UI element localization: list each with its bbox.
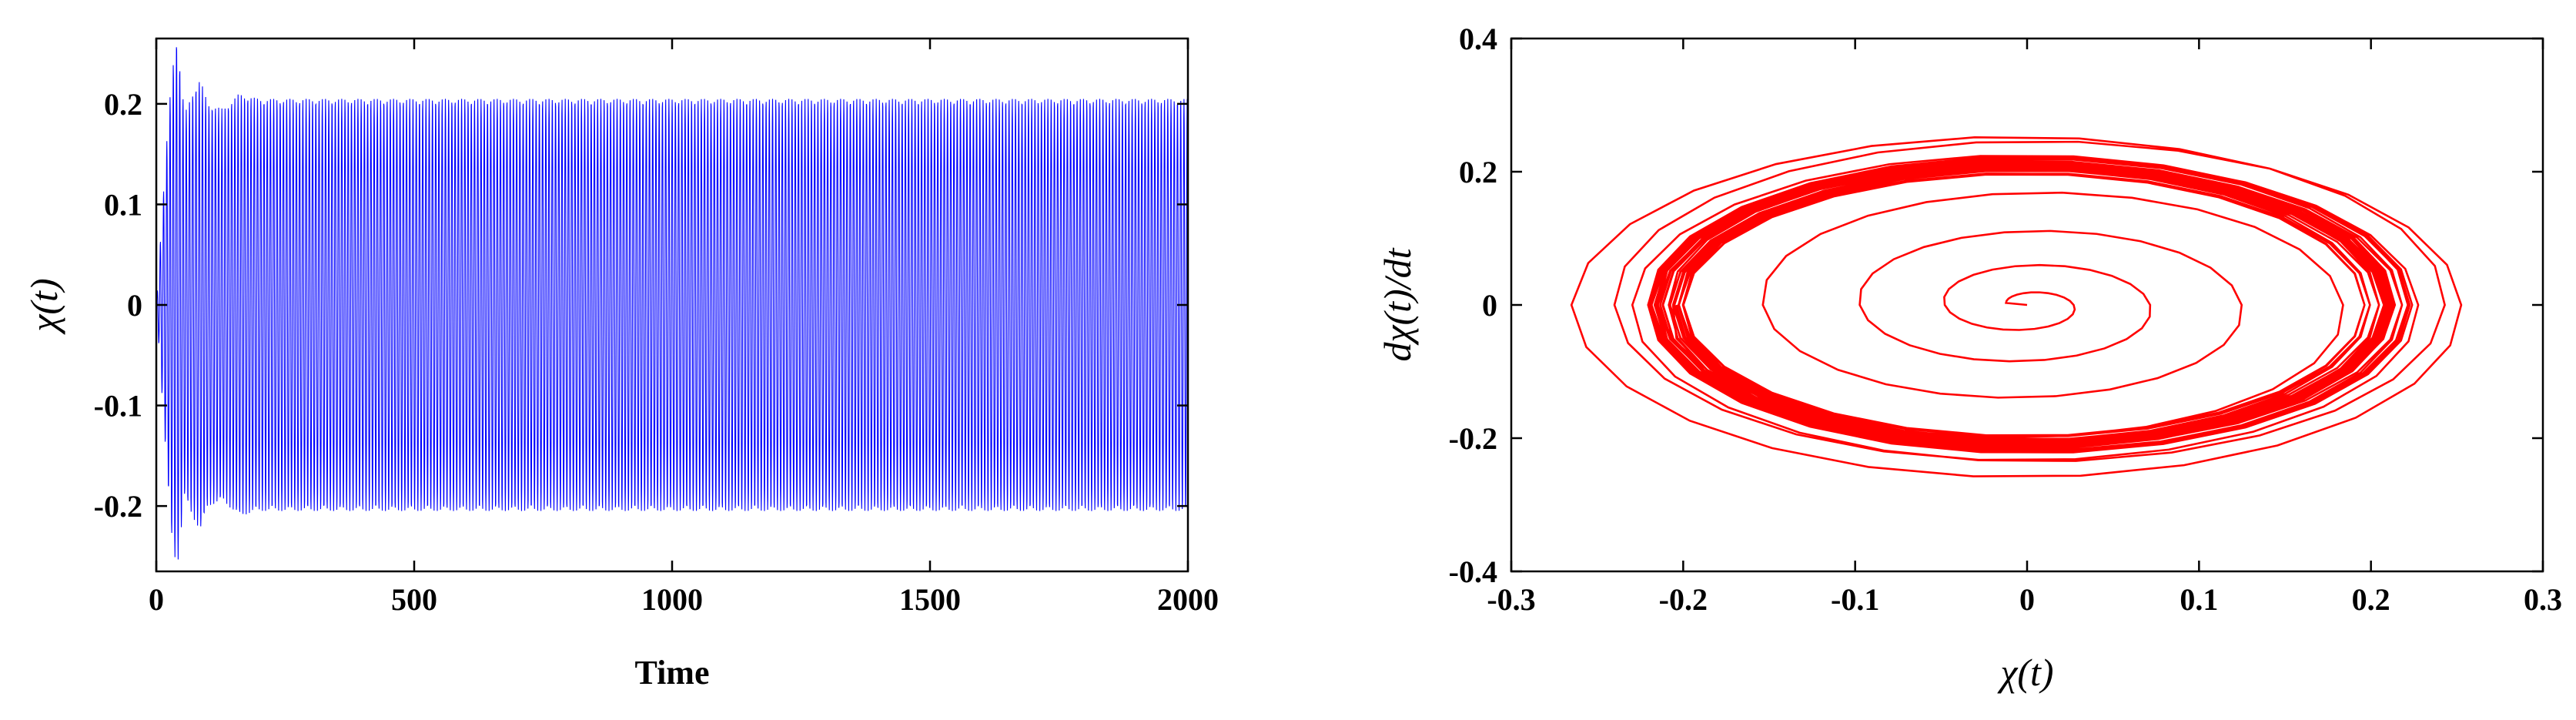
- time-series-x-tick-label: 1500: [899, 582, 961, 617]
- time-series-x-tick-label: 0: [149, 582, 164, 617]
- phase-portrait-x-tick-label: -0.1: [1831, 582, 1879, 617]
- phase-portrait-x-tick-label: -0.3: [1487, 582, 1535, 617]
- phase-portrait-x-tick-label: 0: [2019, 582, 2035, 617]
- phase-portrait-x-tick-label: -0.2: [1659, 582, 1708, 617]
- time-series-y-tick-label: -0.2: [94, 489, 142, 524]
- phase-portrait-y-ticks: -0.4 -0.2 0 0.2 0.4: [1449, 22, 2543, 589]
- phase-portrait-y-tick-label: 0.2: [1459, 155, 1497, 189]
- time-series-y-tick-label: 0: [127, 288, 142, 323]
- time-series-y-tick-label: 0.2: [104, 87, 142, 122]
- phase-portrait-y-axis-label: dχ(t)/dt: [1376, 247, 1419, 361]
- time-series-y-ticks: -0.2 -0.1 0 0.1 0.2: [94, 87, 1188, 524]
- time-series-x-ticks: 0 500 1000 1500 2000: [149, 39, 1219, 617]
- phase-portrait-y-tick-label: -0.4: [1449, 554, 1497, 589]
- time-series-x-axis-label: Time: [635, 654, 710, 692]
- time-series-y-tick-label: -0.1: [94, 389, 142, 424]
- time-series-x-tick-label: 500: [391, 582, 437, 617]
- phase-portrait-x-ticks: -0.3 -0.2 -0.1 0 0.1 0.2 0.3: [1487, 39, 2562, 617]
- phase-portrait-x-axis-label: χ(t): [1997, 651, 2053, 694]
- phase-portrait-y-tick-label: -0.2: [1449, 421, 1497, 456]
- time-series-y-tick-label: 0.1: [104, 187, 142, 222]
- phase-portrait-y-tick-label: 0.4: [1459, 22, 1497, 56]
- time-series-line: [156, 47, 1189, 560]
- time-series-y-axis-label: χ(t): [22, 278, 65, 334]
- phase-portrait-x-tick-label: 0.1: [2180, 582, 2218, 617]
- phase-portrait-trajectory: [1570, 136, 2463, 477]
- phase-portrait-y-tick-label: 0: [1482, 288, 1497, 323]
- phase-portrait-x-tick-label: 0.3: [2524, 582, 2562, 617]
- phase-portrait-chart: -0.3 -0.2 -0.1 0 0.1 0.2 0.3 -0.4 -0.2 0 0.2 0.4 χ…: [1376, 22, 2562, 694]
- time-series-x-tick-label: 2000: [1157, 582, 1219, 617]
- phase-portrait-x-tick-label: 0.2: [2352, 582, 2390, 617]
- time-series-chart: 0 500 1000 1500 2000 -0.2 -0.1 0 0.1 0.2 Time χ(…: [22, 37, 1219, 692]
- time-series-x-tick-label: 1000: [641, 582, 703, 617]
